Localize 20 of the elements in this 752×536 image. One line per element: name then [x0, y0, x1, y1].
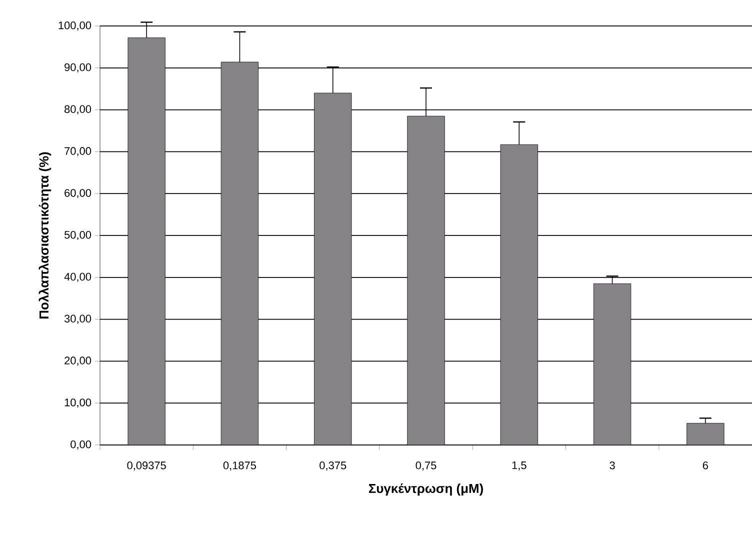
x-tick-label: 0,375: [320, 462, 346, 471]
x-tick-label: 0,09375: [127, 462, 166, 471]
y-tick-label: 0,00: [70, 440, 92, 450]
y-tick-label: 30,00: [64, 314, 92, 324]
y-tick-label: 60,00: [64, 189, 92, 198]
y-tick-label: 40,00: [64, 272, 92, 282]
x-axis-title: Συγκέντρωση (μM): [368, 483, 483, 496]
y-tick-label: 70,00: [64, 147, 92, 156]
x-tick-label: 3: [610, 462, 615, 470]
y-tick-label: 20,00: [64, 356, 92, 366]
x-tick-label: 0,1875: [223, 462, 256, 471]
x-tick-label: 0,75: [416, 462, 436, 471]
y-tick-label: 80,00: [64, 105, 92, 114]
x-tick-label: 1,5: [512, 462, 526, 470]
x-tick-label: 6: [702, 462, 708, 470]
y-tick-label: 10,00: [64, 398, 92, 408]
y-tick-label: 100,00: [58, 21, 92, 31]
y-tick-label: 50,00: [64, 230, 92, 240]
y-tick-label: 90,00: [64, 63, 92, 72]
y-axis-title: Πολλαπλασιαστικότητα (%): [38, 152, 52, 318]
